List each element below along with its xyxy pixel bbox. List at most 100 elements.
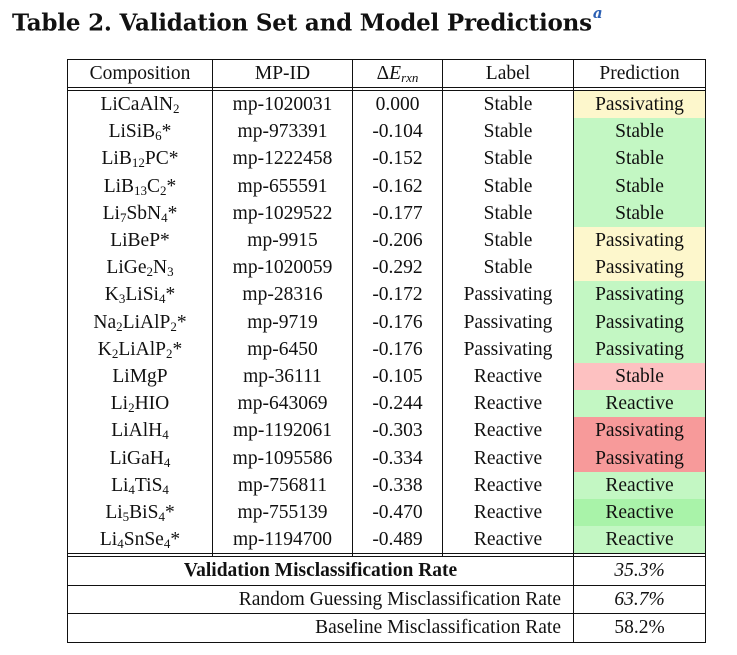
composition-cell: LiB12PC* bbox=[67, 145, 213, 173]
label-cell: Stable bbox=[442, 118, 574, 146]
footer-label: Random Guessing Misclassification Rate bbox=[67, 584, 574, 615]
label-cell: Passivating bbox=[442, 335, 574, 363]
footer-row: Baseline Misclassification Rate 58.2% bbox=[67, 613, 706, 643]
table-title: Table 2. Validation Set and Model Predic… bbox=[12, 4, 603, 37]
delta-e-cell: 0.000 bbox=[352, 90, 443, 119]
prediction-cell: Stable bbox=[573, 172, 706, 200]
mp-id-cell: mp-9915 bbox=[212, 226, 353, 255]
prediction-cell: Passivating bbox=[573, 254, 706, 282]
label-cell: Reactive bbox=[442, 498, 574, 526]
delta-e-cell: -0.176 bbox=[352, 335, 443, 363]
composition-cell: Li2HIO bbox=[67, 390, 213, 418]
composition-cell: LiGe2N3 bbox=[67, 254, 213, 282]
table-row: Li4TiS4 mp-756811 -0.338 Reactive Reactive bbox=[67, 471, 706, 499]
composition-cell: LiB13C2* bbox=[67, 172, 213, 200]
delta-e-cell: -0.206 bbox=[352, 226, 443, 255]
mp-id-cell: mp-1194700 bbox=[212, 526, 353, 555]
composition-cell: LiAlH4 bbox=[67, 417, 213, 445]
table-footer: Validation Misclassification Rate 35.3% Ra… bbox=[67, 556, 706, 643]
delta-e-cell: -0.470 bbox=[352, 498, 443, 526]
delta-e-cell: -0.152 bbox=[352, 145, 443, 173]
prediction-cell: Passivating bbox=[573, 444, 706, 472]
footer-label: Baseline Misclassification Rate bbox=[67, 613, 574, 643]
table-header: Composition MP-ID ΔErxn Label Prediction bbox=[67, 59, 706, 88]
prediction-cell: Passivating bbox=[573, 308, 706, 336]
title-footnote-mark: a bbox=[592, 4, 603, 22]
mp-id-cell: mp-655591 bbox=[212, 172, 353, 200]
mp-id-cell: mp-6450 bbox=[212, 335, 353, 363]
footer-row: Validation Misclassification Rate 35.3% bbox=[67, 556, 706, 586]
label-cell: Reactive bbox=[442, 417, 574, 445]
composition-cell: Li5BiS4* bbox=[67, 498, 213, 526]
prediction-cell: Reactive bbox=[573, 498, 706, 526]
prediction-cell: Reactive bbox=[573, 471, 706, 499]
prediction-cell: Passivating bbox=[573, 281, 706, 309]
header-delta-e: ΔErxn bbox=[352, 59, 443, 88]
prediction-cell: Reactive bbox=[573, 390, 706, 418]
delta-e-cell: -0.338 bbox=[352, 471, 443, 499]
table-row: Na2LiAlP2* mp-9719 -0.176 Passivating Passiv… bbox=[67, 308, 706, 336]
footer-value: 35.3% bbox=[573, 556, 706, 586]
composition-cell: LiBeP* bbox=[67, 226, 213, 255]
table-row: Li4SnSe4* mp-1194700 -0.489 Reactive Reactiv… bbox=[67, 526, 706, 555]
delta-e-cell: -0.105 bbox=[352, 362, 443, 391]
prediction-cell: Stable bbox=[573, 145, 706, 173]
prediction-cell: Stable bbox=[573, 362, 706, 391]
table-row: K3LiSi4* mp-28316 -0.172 Passivating Passiva… bbox=[67, 281, 706, 309]
table-row: Li7SbN4* mp-1029522 -0.177 Stable Stable bbox=[67, 199, 706, 227]
delta-e-cell: -0.244 bbox=[352, 390, 443, 418]
footer-label: Validation Misclassification Rate bbox=[67, 556, 574, 586]
mp-id-cell: mp-36111 bbox=[212, 362, 353, 391]
delta-e-cell: -0.177 bbox=[352, 199, 443, 227]
composition-cell: K2LiAlP2* bbox=[67, 335, 213, 363]
composition-cell: K3LiSi4* bbox=[67, 281, 213, 309]
composition-cell: LiGaH4 bbox=[67, 444, 213, 472]
table-row: LiCaAlN2 mp-1020031 0.000 Stable Passivating bbox=[67, 90, 706, 119]
delta-e-cell: -0.292 bbox=[352, 254, 443, 282]
composition-cell: Li4SnSe4* bbox=[67, 526, 213, 555]
table-row: LiB13C2* mp-655591 -0.162 Stable Stable bbox=[67, 172, 706, 200]
mp-id-cell: mp-643069 bbox=[212, 390, 353, 418]
table-title-text: Table 2. Validation Set and Model Predic… bbox=[12, 9, 592, 37]
mp-id-cell: mp-973391 bbox=[212, 118, 353, 146]
label-cell: Stable bbox=[442, 90, 574, 119]
header-mp-id: MP-ID bbox=[212, 59, 353, 88]
mp-id-cell: mp-1020059 bbox=[212, 254, 353, 282]
footer-value: 63.7% bbox=[573, 584, 706, 615]
mp-id-cell: mp-755139 bbox=[212, 498, 353, 526]
label-cell: Reactive bbox=[442, 362, 574, 391]
table-row: Li5BiS4* mp-755139 -0.470 Reactive Reactive bbox=[67, 498, 706, 526]
label-cell: Reactive bbox=[442, 471, 574, 499]
table-row: LiBeP* mp-9915 -0.206 Stable Passivating bbox=[67, 226, 706, 255]
delta-e-cell: -0.104 bbox=[352, 118, 443, 146]
delta-e-cell: -0.303 bbox=[352, 417, 443, 445]
prediction-cell: Passivating bbox=[573, 417, 706, 445]
delta-e-cell: -0.176 bbox=[352, 308, 443, 336]
footer-row: Random Guessing Misclassification Rate 63… bbox=[67, 584, 706, 615]
label-cell: Stable bbox=[442, 226, 574, 255]
table-row: LiAlH4 mp-1192061 -0.303 Reactive Passivatin… bbox=[67, 417, 706, 445]
header-prediction: Prediction bbox=[573, 59, 706, 88]
footer-value: 58.2% bbox=[573, 613, 706, 643]
table-row: LiSiB6* mp-973391 -0.104 Stable Stable bbox=[67, 118, 706, 146]
label-cell: Passivating bbox=[442, 281, 574, 309]
prediction-cell: Stable bbox=[573, 199, 706, 227]
composition-cell: Na2LiAlP2* bbox=[67, 308, 213, 336]
prediction-cell: Passivating bbox=[573, 226, 706, 255]
label-cell: Passivating bbox=[442, 308, 574, 336]
delta-e-cell: -0.172 bbox=[352, 281, 443, 309]
header-label: Label bbox=[442, 59, 574, 88]
table-row: Li2HIO mp-643069 -0.244 Reactive Reactive bbox=[67, 390, 706, 418]
prediction-cell: Passivating bbox=[573, 335, 706, 363]
label-cell: Reactive bbox=[442, 444, 574, 472]
composition-cell: LiMgP bbox=[67, 362, 213, 391]
table-row: LiMgP mp-36111 -0.105 Reactive Stable bbox=[67, 362, 706, 391]
table-row: LiGaH4 mp-1095586 -0.334 Reactive Passivatin… bbox=[67, 444, 706, 472]
composition-cell: Li4TiS4 bbox=[67, 471, 213, 499]
prediction-cell: Reactive bbox=[573, 526, 706, 555]
composition-cell: LiSiB6* bbox=[67, 118, 213, 146]
prediction-cell: Stable bbox=[573, 118, 706, 146]
table-row: LiGe2N3 mp-1020059 -0.292 Stable Passivating bbox=[67, 254, 706, 282]
validation-table: Composition MP-ID ΔErxn Label Prediction… bbox=[67, 59, 706, 643]
label-cell: Stable bbox=[442, 145, 574, 173]
